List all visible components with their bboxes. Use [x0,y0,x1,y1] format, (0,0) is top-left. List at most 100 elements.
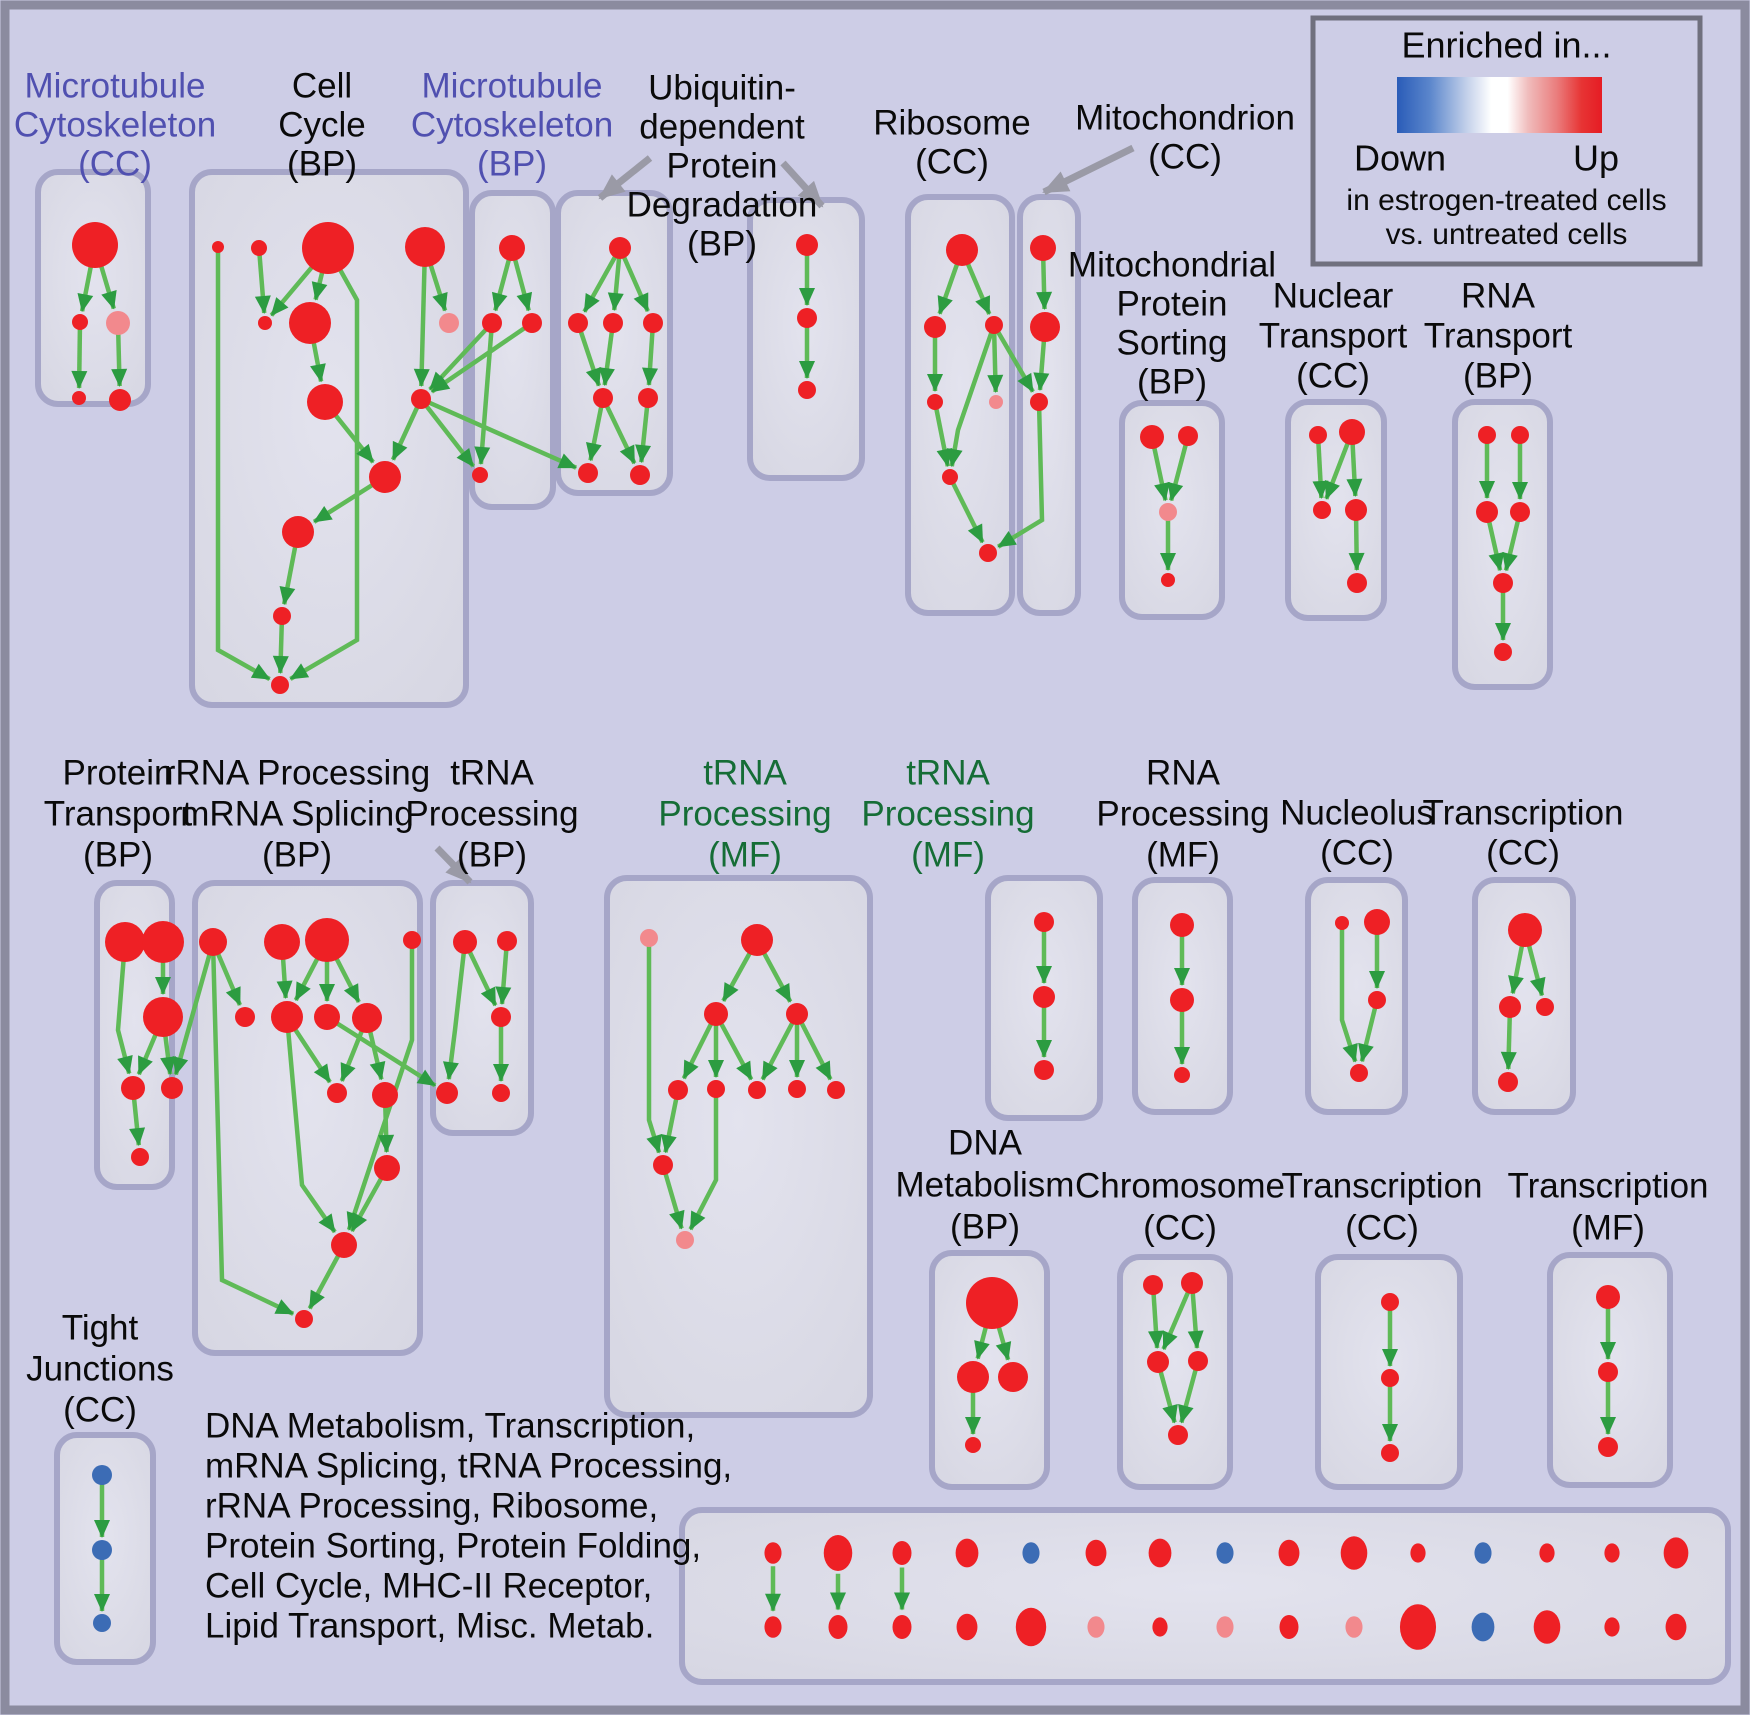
misc-node-top-3-red[interactable] [892,1541,912,1565]
node-M2-red[interactable] [1030,312,1060,342]
node-X2-red[interactable] [1181,1272,1203,1294]
node-P6-red[interactable] [131,1148,149,1166]
node-Q6-red[interactable] [271,1001,303,1033]
node-m3-red[interactable] [522,313,542,333]
node-S2-red[interactable] [1499,996,1521,1018]
node-W1-red[interactable] [966,1277,1018,1329]
node-p2-red[interactable] [1178,426,1198,446]
misc-node-bottom-13-red[interactable] [1533,1610,1561,1644]
node-U1-pink[interactable] [640,929,658,947]
node-N4-red[interactable] [1350,1064,1368,1082]
node-u2-red[interactable] [568,313,588,333]
node-T1-red[interactable] [453,930,477,954]
node-s2-red[interactable] [1511,426,1529,444]
misc-node-top-6-red[interactable] [1085,1539,1107,1567]
misc-node-bottom-14-red[interactable] [1604,1617,1620,1637]
node-c10-red[interactable] [369,461,401,493]
misc-node-top-10-red[interactable] [1340,1536,1368,1570]
node-u1-red[interactable] [609,237,631,259]
node-U11-pink[interactable] [676,1231,694,1249]
node-c7-pink[interactable] [439,313,459,333]
misc-node-bottom-8-pink[interactable] [1216,1616,1234,1638]
node-P3-red[interactable] [143,997,183,1037]
node-M1-red[interactable] [1030,235,1056,261]
node-s1-red[interactable] [1478,426,1496,444]
node-v3-red[interactable] [798,381,816,399]
node-J3-blue[interactable] [93,1614,111,1632]
node-V2-red[interactable] [1033,986,1055,1008]
node-r4-red[interactable] [927,394,943,410]
node-Q3-red[interactable] [305,918,349,962]
node-Q2-red[interactable] [264,924,300,960]
node-p4-red[interactable] [1161,573,1175,587]
node-T4-red[interactable] [436,1082,458,1104]
node-c8-red[interactable] [307,384,343,420]
node-a1-red[interactable] [72,222,118,268]
node-R2-red[interactable] [1170,988,1194,1012]
misc-node-top-1-red[interactable] [764,1542,782,1564]
node-a4-red[interactable] [72,391,86,405]
node-p3-pink[interactable] [1159,503,1177,521]
node-Q4-red[interactable] [403,931,421,949]
node-p1-red[interactable] [1140,425,1164,449]
node-c11-red[interactable] [282,516,314,548]
misc-node-bottom-2-red[interactable] [828,1615,848,1639]
node-m4-red[interactable] [472,467,488,483]
node-s3-red[interactable] [1476,501,1498,523]
node-U7-red[interactable] [748,1081,766,1099]
node-Y2-red[interactable] [1381,1369,1399,1387]
node-r6-red[interactable] [942,469,958,485]
misc-node-bottom-12-blue[interactable] [1471,1612,1495,1642]
node-u7-red[interactable] [578,463,598,483]
misc-node-top-5-blue[interactable] [1022,1542,1040,1564]
node-m1-red[interactable] [499,235,525,261]
node-N2-red[interactable] [1364,909,1390,935]
node-Q1-red[interactable] [199,928,227,956]
node-Q13-red[interactable] [331,1232,357,1258]
node-U5-red[interactable] [668,1080,688,1100]
node-J2-blue[interactable] [92,1540,112,1560]
node-S1-red[interactable] [1508,913,1542,947]
misc-node-top-12-blue[interactable] [1474,1542,1492,1564]
node-U4-red[interactable] [786,1003,808,1025]
node-c13-red[interactable] [271,676,289,694]
node-u5-red[interactable] [593,388,613,408]
node-r1-red[interactable] [946,234,978,266]
node-u3-red[interactable] [603,313,623,333]
node-R3-red[interactable] [1174,1067,1190,1083]
node-Z3-red[interactable] [1598,1437,1618,1457]
node-r7-red[interactable] [979,544,997,562]
misc-node-top-13-red[interactable] [1539,1543,1555,1563]
node-X3-red[interactable] [1147,1351,1169,1373]
node-Z2-red[interactable] [1598,1362,1618,1382]
misc-node-top-11-red[interactable] [1410,1543,1426,1563]
misc-node-bottom-6-pink[interactable] [1087,1616,1105,1638]
node-T3-red[interactable] [491,1007,511,1027]
misc-node-bottom-9-red[interactable] [1279,1615,1299,1639]
node-N1-red[interactable] [1335,916,1349,930]
node-c3-red[interactable] [302,222,354,274]
node-X4-red[interactable] [1188,1351,1208,1371]
node-a5-red[interactable] [109,389,131,411]
node-U2-red[interactable] [741,924,773,956]
node-W2-red[interactable] [957,1361,989,1393]
node-v1-red[interactable] [796,234,818,256]
node-S4-red[interactable] [1498,1072,1518,1092]
node-W4-red[interactable] [965,1437,981,1453]
node-Q12-red[interactable] [374,1155,400,1181]
node-W3-red[interactable] [998,1362,1028,1392]
node-X5-red[interactable] [1168,1425,1188,1445]
node-u8-red[interactable] [630,465,650,485]
node-c6-red[interactable] [289,302,331,344]
node-Q5-red[interactable] [235,1007,255,1027]
node-c9-red[interactable] [411,389,431,409]
node-q1-red[interactable] [1309,426,1327,444]
node-Z1-red[interactable] [1596,1285,1620,1309]
misc-node-top-2-red[interactable] [823,1535,853,1571]
node-u4-red[interactable] [643,313,663,333]
misc-node-top-15-red[interactable] [1663,1537,1689,1569]
node-P1-red[interactable] [105,922,145,962]
misc-node-bottom-1-red[interactable] [764,1616,782,1638]
node-Q14-red[interactable] [295,1310,313,1328]
misc-node-bottom-7-red[interactable] [1152,1617,1168,1637]
